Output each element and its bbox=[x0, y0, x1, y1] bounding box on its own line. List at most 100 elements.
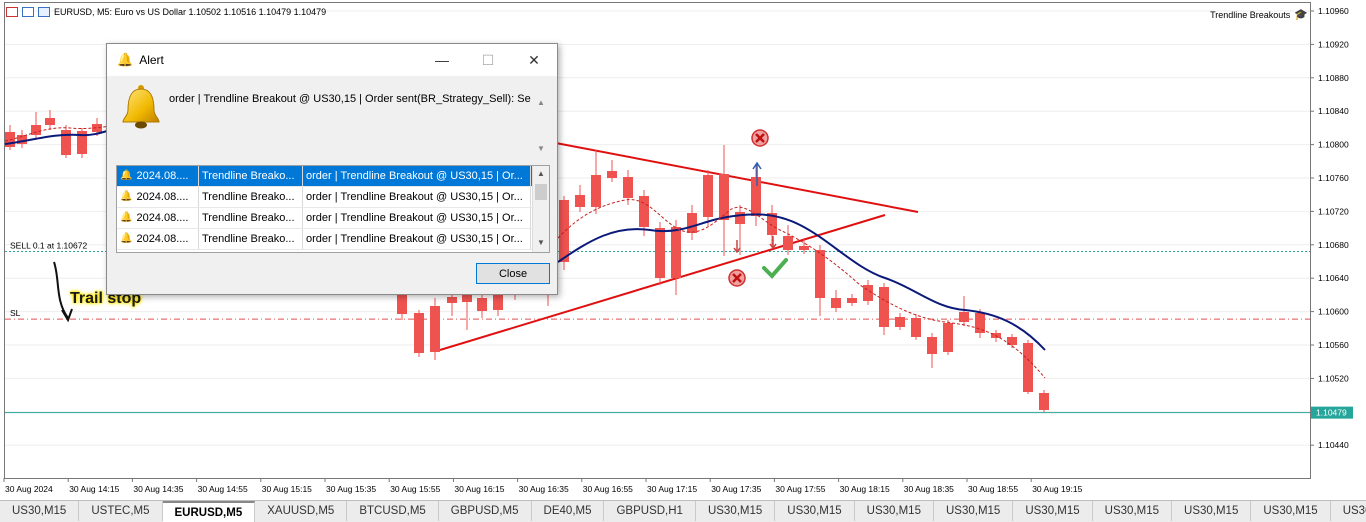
list-row[interactable]: 🔔 2024.08.... Trendline Breako... order |… bbox=[117, 229, 549, 250]
chart-tab[interactable]: US30,M15 bbox=[1172, 501, 1252, 521]
chart-tab[interactable]: XAUUSD,M5 bbox=[255, 501, 348, 521]
price-label: 1.10640 bbox=[1318, 273, 1349, 283]
alert-dialog[interactable]: 🔔 Alert — ☐ ✕ order | Trendline Breakout… bbox=[106, 43, 558, 295]
chart-tab[interactable]: GBPUSD,H1 bbox=[604, 501, 696, 521]
time-label: 30 Aug 2024 bbox=[5, 484, 53, 494]
scroll-down-icon[interactable]: ▼ bbox=[537, 144, 545, 153]
close-window-button[interactable]: ✕ bbox=[528, 51, 540, 68]
chart-tab[interactable]: DE40,M5 bbox=[532, 501, 605, 521]
chart-tab[interactable]: US30,M15 bbox=[1093, 501, 1173, 521]
price-label: 1.10520 bbox=[1318, 373, 1349, 383]
chart-menu-icon[interactable] bbox=[6, 7, 18, 17]
row-message: order | Trendline Breakout @ US30,15 | O… bbox=[303, 208, 531, 228]
chart-tab[interactable]: US30,M15 bbox=[696, 501, 776, 521]
chart-tab[interactable]: US30,M15 bbox=[1013, 501, 1093, 521]
candle-body bbox=[17, 135, 27, 144]
list-scrollbar[interactable]: ▲ ▼ bbox=[532, 166, 549, 252]
alert-list[interactable]: 🔔 2024.08.... Trendline Breako... order |… bbox=[116, 165, 550, 253]
list-row[interactable]: 🔔 2024.08.... Trendline Breako... order |… bbox=[117, 187, 549, 208]
scroll-up-icon[interactable]: ▲ bbox=[537, 169, 545, 178]
candle-body bbox=[751, 177, 761, 216]
candle-body bbox=[927, 337, 937, 354]
chart-tab[interactable]: EURUSD,M5 bbox=[162, 501, 256, 522]
down-arrow-icon bbox=[733, 247, 741, 254]
row-time: 2024.08.... bbox=[136, 191, 189, 203]
candle-body bbox=[831, 298, 841, 308]
candle-body bbox=[477, 298, 487, 311]
candle-body bbox=[493, 290, 503, 310]
current-price-tag bbox=[1311, 406, 1353, 419]
cross-icon bbox=[755, 133, 765, 143]
chart-tab[interactable]: US30,M15 bbox=[1251, 501, 1331, 521]
candle-body bbox=[879, 287, 889, 327]
chart-tab[interactable]: US30,M15 bbox=[855, 501, 934, 521]
maximize-button[interactable]: ☐ bbox=[481, 51, 495, 68]
candle-body bbox=[607, 171, 617, 178]
candle-body bbox=[92, 124, 102, 132]
candle-body bbox=[1007, 337, 1017, 345]
alert-title: Alert bbox=[139, 53, 164, 67]
chart-tab[interactable]: US30,M15 bbox=[934, 501, 1014, 521]
candle-body bbox=[767, 213, 777, 235]
candle-body bbox=[31, 125, 41, 135]
checkmark-icon bbox=[762, 258, 788, 279]
list-row[interactable]: 🔔 2024.08.... Trendline Breako... order |… bbox=[117, 208, 549, 229]
row-source: Trendline Breako... bbox=[199, 166, 303, 186]
price-label: 1.10600 bbox=[1318, 307, 1349, 317]
chart-tab[interactable]: BTCUSD,M5 bbox=[347, 501, 439, 521]
slow-moving-average bbox=[4, 128, 116, 145]
candle-body bbox=[45, 118, 55, 125]
candle-body bbox=[815, 250, 825, 298]
stop-loss-label: SL bbox=[10, 308, 21, 318]
scroll-down-icon[interactable]: ▼ bbox=[537, 238, 545, 247]
candle-body bbox=[591, 175, 601, 207]
list-row[interactable]: 🔔 2024.08.... Trendline Breako... order |… bbox=[117, 166, 549, 187]
chart-tab[interactable]: USTEC,M5 bbox=[79, 501, 163, 521]
time-label: 30 Aug 14:35 bbox=[133, 484, 183, 494]
candle-body bbox=[703, 175, 713, 217]
chart-tab[interactable]: US30,M15 bbox=[0, 501, 80, 521]
chart-tab[interactable]: US30,M15 bbox=[775, 501, 855, 521]
scroll-up-icon[interactable]: ▲ bbox=[537, 98, 545, 107]
chart-header: EURUSD, M5: Euro vs US Dollar 1.10502 1.… bbox=[6, 5, 326, 19]
candle-body bbox=[1023, 343, 1033, 392]
fast-moving-average bbox=[4, 125, 116, 142]
symbol-info: EURUSD, M5: Euro vs US Dollar 1.10502 1.… bbox=[54, 7, 327, 17]
candle-body bbox=[655, 228, 665, 278]
candle-body bbox=[719, 174, 729, 220]
time-label: 30 Aug 18:35 bbox=[904, 484, 954, 494]
close-button[interactable]: Close bbox=[476, 263, 550, 284]
row-time: 2024.08.... bbox=[136, 212, 189, 224]
row-time: 2024.08.... bbox=[136, 170, 189, 182]
price-label: 1.10760 bbox=[1318, 173, 1349, 183]
time-label: 30 Aug 16:55 bbox=[583, 484, 633, 494]
scroll-thumb[interactable] bbox=[535, 184, 547, 200]
candle-body bbox=[799, 246, 809, 250]
trade-panel-icon[interactable] bbox=[22, 7, 34, 17]
alert-message: order | Trendline Breakout @ US30,15 | O… bbox=[169, 93, 531, 105]
row-message: order | Trendline Breakout @ US30,15 | O… bbox=[303, 187, 531, 207]
time-label: 30 Aug 15:15 bbox=[262, 484, 312, 494]
alert-titlebar[interactable]: 🔔 Alert — ☐ ✕ bbox=[107, 44, 557, 76]
candle-body bbox=[430, 306, 440, 352]
candle-body bbox=[959, 312, 969, 322]
candle-body bbox=[1039, 393, 1049, 410]
chart-tab[interactable]: GBPUSD,M5 bbox=[439, 501, 532, 521]
bell-icon: 🔔 bbox=[120, 191, 133, 202]
price-label: 1.10440 bbox=[1318, 440, 1349, 450]
time-label: 30 Aug 16:35 bbox=[519, 484, 569, 494]
candle-body bbox=[975, 313, 985, 333]
time-label: 30 Aug 18:55 bbox=[968, 484, 1018, 494]
message-scrollbar[interactable]: ▲ ▼ bbox=[535, 84, 547, 160]
minimize-button[interactable]: — bbox=[435, 52, 449, 68]
chart-tab[interactable]: US30,M15 bbox=[1331, 501, 1366, 521]
support-trendline bbox=[439, 214, 886, 351]
candle-body bbox=[559, 200, 569, 262]
sell-order-label: SELL 0.1 at 1.10672 bbox=[10, 240, 87, 250]
row-source: Trendline Breako... bbox=[199, 229, 303, 249]
one-click-icon[interactable] bbox=[38, 7, 50, 17]
candle-body bbox=[575, 195, 585, 207]
time-label: 30 Aug 18:15 bbox=[840, 484, 890, 494]
row-source: Trendline Breako... bbox=[199, 208, 303, 228]
candle-body bbox=[895, 317, 905, 327]
